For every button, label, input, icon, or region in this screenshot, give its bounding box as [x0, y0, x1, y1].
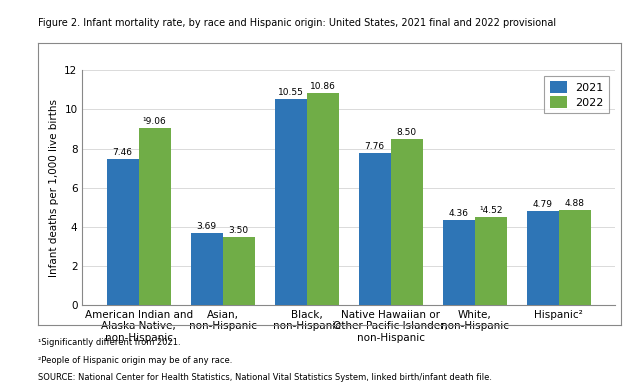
Legend: 2021, 2022: 2021, 2022 — [545, 76, 609, 113]
Bar — [191, 233, 223, 305]
Text: 7.76: 7.76 — [365, 142, 385, 151]
Bar — [391, 139, 423, 305]
Text: ²People of Hispanic origin may be of any race.: ²People of Hispanic origin may be of any… — [38, 356, 233, 365]
Text: 4.88: 4.88 — [565, 199, 585, 208]
Text: 8.50: 8.50 — [397, 128, 417, 137]
Text: 7.46: 7.46 — [113, 148, 133, 157]
Bar — [527, 211, 559, 305]
Bar — [559, 210, 591, 305]
Text: 10.55: 10.55 — [278, 88, 304, 97]
Bar — [139, 128, 171, 305]
Text: ¹4.52: ¹4.52 — [479, 206, 503, 215]
Text: Figure 2. Infant mortality rate, by race and Hispanic origin: United States, 202: Figure 2. Infant mortality rate, by race… — [38, 18, 556, 28]
Bar — [443, 220, 475, 305]
Text: 3.69: 3.69 — [197, 222, 217, 231]
Bar — [475, 217, 507, 305]
Y-axis label: Infant deaths per 1,000 live births: Infant deaths per 1,000 live births — [49, 99, 59, 277]
Bar — [107, 159, 139, 305]
Bar — [359, 153, 391, 305]
Text: 4.79: 4.79 — [533, 200, 553, 210]
Bar — [223, 237, 255, 305]
Text: ¹Significantly different from 2021.: ¹Significantly different from 2021. — [38, 338, 181, 347]
Text: 4.36: 4.36 — [449, 209, 469, 218]
Text: 10.86: 10.86 — [309, 82, 335, 91]
Bar — [275, 99, 307, 305]
Text: ¹9.06: ¹9.06 — [143, 117, 166, 126]
Text: 3.50: 3.50 — [228, 226, 249, 235]
Text: SOURCE: National Center for Health Statistics, National Vital Statistics System,: SOURCE: National Center for Health Stati… — [38, 373, 492, 382]
Bar — [307, 93, 339, 305]
